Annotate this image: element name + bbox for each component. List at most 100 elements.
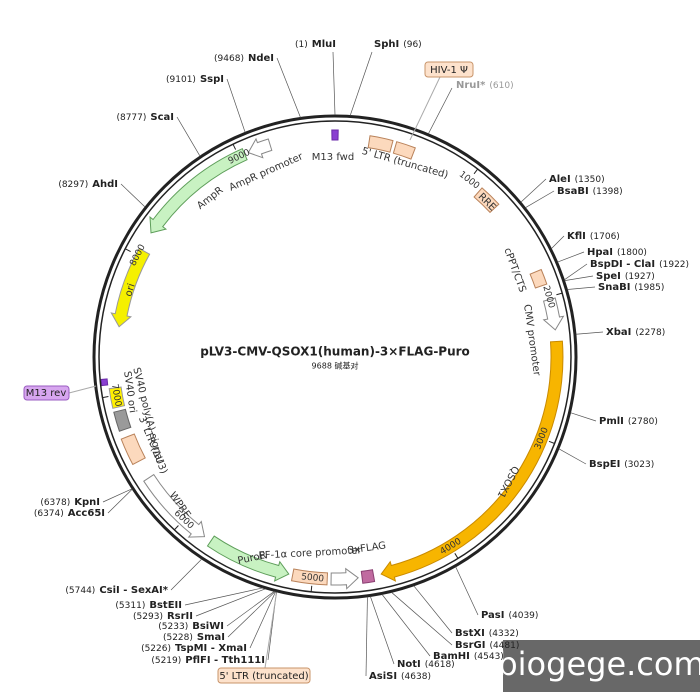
ltr5 <box>392 141 416 160</box>
site-position: (5228) <box>163 633 193 643</box>
ruler-label: 2000 <box>540 285 556 310</box>
site-label: PasI (4039) <box>481 610 538 621</box>
ampr-promoter <box>247 137 273 159</box>
ruler-label: 5000 <box>301 572 325 584</box>
site-name: KflI <box>567 231 586 242</box>
site-label: BstXI (4332) <box>455 628 519 639</box>
site-position: (4543) <box>474 652 504 662</box>
ef1a-box <box>290 568 329 586</box>
site-position: (4039) <box>508 611 538 621</box>
site-position: (4638) <box>401 672 431 682</box>
site-position: (1706) <box>590 232 620 242</box>
feature-label: ori <box>123 282 137 298</box>
site-line <box>120 183 146 208</box>
site-position: (8777) <box>116 113 146 123</box>
watermark: biogege.com <box>497 645 700 683</box>
site-line <box>564 275 594 281</box>
puror <box>206 535 290 582</box>
site-name: BsrGI <box>455 640 485 651</box>
site-line <box>570 412 597 422</box>
site-name: BspEI <box>589 459 620 470</box>
callout-box <box>424 61 474 78</box>
sv40-polya <box>108 386 126 409</box>
site-name: KpnI <box>74 497 100 508</box>
backbone-outer <box>92 114 578 600</box>
site-label: BspEI (3023) <box>589 459 654 470</box>
site-name: TspMI - XmaI <box>175 643 247 654</box>
site-line <box>455 566 479 616</box>
site-name: BsaBI <box>557 186 589 197</box>
callout-label: HIV-1 Ψ <box>430 65 468 76</box>
site-position: (1350) <box>575 175 605 185</box>
site-position: (6374) <box>34 509 64 519</box>
site-label: NruI* (610) <box>456 80 514 91</box>
rre <box>473 187 500 214</box>
site-line <box>365 596 368 677</box>
site-label: (5226) TspMI - XmaI <box>141 643 247 654</box>
ruler-label: 7000 <box>109 383 123 408</box>
callout-label: M13 rev <box>26 388 67 399</box>
site-line <box>391 592 453 646</box>
site-line <box>102 488 133 503</box>
site-name: ScaI <box>150 112 174 123</box>
site-line <box>575 331 604 335</box>
ampr <box>149 148 248 234</box>
site-position: (4618) <box>425 660 455 670</box>
site-line <box>176 116 201 157</box>
site-label: PmlI (2780) <box>599 416 658 427</box>
site-label: NotI (4618) <box>397 659 455 670</box>
cppt <box>529 268 548 289</box>
site-name: SpeI <box>596 271 621 282</box>
site-label: (9468) NdeI <box>214 53 274 64</box>
site-line <box>564 263 588 281</box>
ruler-tick <box>173 525 179 531</box>
site-label: HpaI (1800) <box>587 247 647 258</box>
ruler-tick <box>232 143 237 150</box>
site-line <box>381 594 431 657</box>
site-name: BstEII <box>149 600 182 611</box>
callout-line <box>68 385 97 394</box>
site-label: BsaBI (1398) <box>557 186 623 197</box>
site-line <box>557 251 585 263</box>
site-name: SspI <box>200 74 224 85</box>
ef1a-promoter <box>330 567 359 590</box>
site-line <box>226 591 275 627</box>
site-position: (5293) <box>133 612 163 622</box>
ori <box>110 247 151 328</box>
site-label: (6374) Acc65I <box>34 508 105 519</box>
site-name: NruI* <box>456 80 486 91</box>
feature-label: M13 fwd <box>312 152 354 163</box>
site-name: AsiSI <box>369 671 397 682</box>
site-line <box>170 558 203 591</box>
site-line <box>567 286 596 290</box>
site-position: (1398) <box>593 187 623 197</box>
plasmid-length: 9688 碱基对 <box>312 361 359 371</box>
site-line <box>227 591 276 638</box>
features <box>100 129 565 590</box>
site-name: RsrII <box>167 611 193 622</box>
site-name: BsiWI <box>192 621 224 632</box>
site-label: (1) MluI <box>295 39 336 50</box>
flag <box>360 569 376 584</box>
site-position: (5744) <box>65 586 95 596</box>
site-name: BspDI - ClaI <box>590 259 655 270</box>
site-position: (5219) <box>151 656 181 666</box>
site-name: AhdI <box>92 179 118 190</box>
site-position: (5311) <box>115 601 145 611</box>
site-label: SpeI (1927) <box>596 271 655 282</box>
site-name: MluI <box>312 39 336 50</box>
callout-box <box>217 667 311 684</box>
site-label: SphI (96) <box>374 39 422 50</box>
site-name: SnaBI <box>598 282 630 293</box>
callout-box <box>23 385 70 401</box>
sv40-ori <box>113 408 132 432</box>
site-position: (2278) <box>635 328 665 338</box>
ruler-label: 1000 <box>457 170 482 192</box>
site-position: (2780) <box>628 417 658 427</box>
site-line <box>195 588 266 617</box>
site-position: (8297) <box>58 180 88 190</box>
ltr3 <box>120 433 146 466</box>
site-line <box>428 87 453 134</box>
site-position: (5226) <box>141 644 171 654</box>
callout-line <box>409 76 441 141</box>
